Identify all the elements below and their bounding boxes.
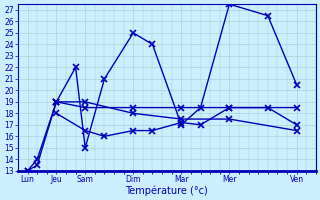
X-axis label: Température (°c): Température (°c) bbox=[125, 185, 208, 196]
